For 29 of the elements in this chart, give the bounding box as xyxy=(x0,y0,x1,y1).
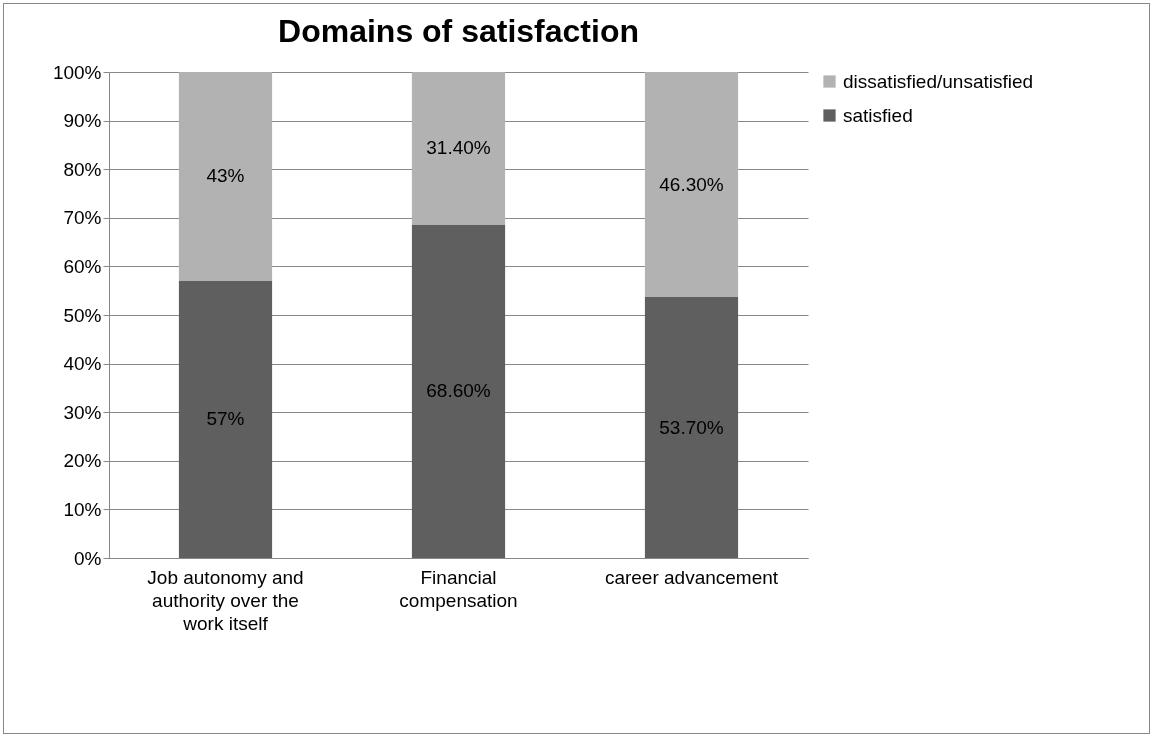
x-tick-label: Job autonomy and authority over the work itself xyxy=(147,566,304,634)
y-tick-label: 20% xyxy=(63,450,102,472)
x-tick-label: Financial compensation xyxy=(399,566,518,611)
bar xyxy=(644,297,739,558)
legend-label: dissatisfied/unsatisfied xyxy=(843,70,1034,92)
y-tick-label: 100% xyxy=(52,61,102,83)
bar xyxy=(411,72,506,225)
data-label: 43% xyxy=(206,165,245,187)
chart-title: Domains of satisfaction xyxy=(278,13,639,49)
data-label: 31.40% xyxy=(426,137,491,159)
data-label: 57% xyxy=(206,408,245,430)
y-tick-label: 10% xyxy=(63,498,102,520)
y-tick-label: 0% xyxy=(74,547,102,569)
y-tick-label: 60% xyxy=(63,255,102,277)
y-tick-label: 80% xyxy=(63,158,102,180)
bar xyxy=(411,224,506,558)
y-tick-label: 90% xyxy=(63,110,102,132)
y-tick-label: 70% xyxy=(63,207,102,229)
y-tick-label: 30% xyxy=(63,401,102,423)
y-tick-label: 40% xyxy=(63,353,102,375)
x-tick-label: career advancement xyxy=(604,566,779,588)
bar xyxy=(178,280,273,558)
bar xyxy=(178,72,273,281)
data-label: 68.60% xyxy=(426,380,491,402)
data-label: 46.30% xyxy=(659,173,724,195)
data-label: 53.70% xyxy=(659,416,724,438)
legend-label: satisfied xyxy=(843,104,913,126)
y-tick-label: 50% xyxy=(63,304,102,326)
bar xyxy=(644,72,739,298)
